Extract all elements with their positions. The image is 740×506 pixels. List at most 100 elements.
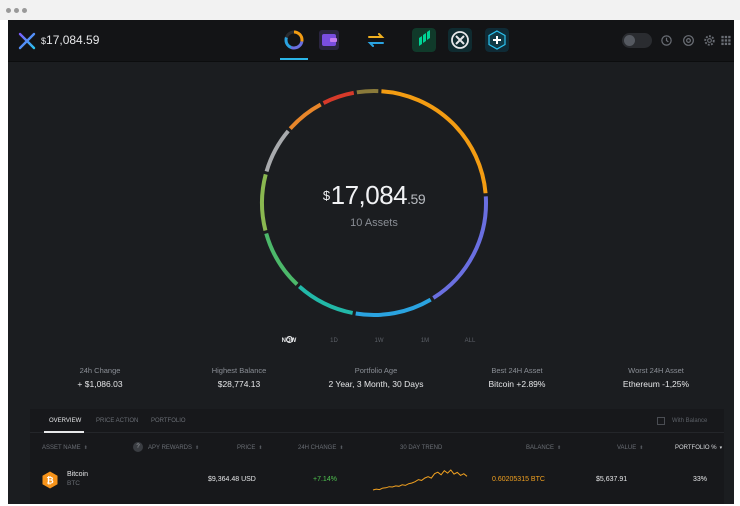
donut-segment-6[interactable] (264, 129, 290, 172)
donut-segment-5[interactable] (260, 173, 268, 231)
range-1w[interactable]: 1W (374, 338, 384, 344)
stat-label: Portfolio Age (354, 366, 398, 375)
tab-overview[interactable]: OVERVIEW (49, 418, 82, 424)
sort-desc-icon: ▾ (719, 445, 723, 451)
stat-label: 24h Change (79, 366, 121, 375)
sort-icon: ⬍ (195, 445, 200, 451)
window-control-dot[interactable] (14, 8, 19, 13)
asset-ticker: BTC (67, 480, 80, 487)
total-amount: 17,084 (330, 180, 408, 210)
donut-segment-9[interactable] (356, 89, 379, 95)
sort-icon: ⬍ (639, 445, 644, 451)
asset-value: $5,637.91 (596, 476, 628, 483)
col-value[interactable]: VALUE ⬍ (617, 445, 643, 451)
table-header: ASSET NAME ⬍ APY REWARDS ⬍ PRICE ⬍ 24H CHAN… (30, 439, 724, 459)
col-label: BALANCE (526, 445, 555, 451)
col-label: ASSET NAME (42, 445, 81, 451)
wallet-icon[interactable] (317, 28, 341, 52)
col-24h-change[interactable]: 24H CHANGE ⬍ (298, 445, 344, 451)
tab-portfolio[interactable]: PORTFOLIO (151, 418, 186, 424)
compound-icon[interactable] (412, 28, 436, 52)
range-1d[interactable]: 1D (330, 338, 338, 344)
stat-value: + $1,086.03 (77, 379, 123, 389)
apy-help-icon[interactable]: ? (133, 442, 143, 452)
asset-balance: 0.60205315 BTC (492, 476, 545, 483)
col-apy-rewards[interactable]: APY REWARDS ⬍ (148, 445, 199, 451)
sort-icon: ⬍ (339, 445, 344, 451)
exchange-arrows-icon[interactable] (364, 28, 388, 52)
asset-count: 10 Assets (350, 217, 398, 229)
col-portfolio-percent[interactable]: PORTFOLIO % ▾ (675, 445, 722, 451)
top-bar: $17,084.59 (8, 20, 734, 62)
asset-price: $9,364.48 USD (208, 476, 256, 483)
stat-value: Ethereum -1,25% (622, 379, 690, 389)
with-balance-label: With Balance (672, 418, 708, 424)
total-balance: $17,084.59 (256, 180, 492, 211)
col-label: PRICE (237, 445, 256, 451)
stat-label: Worst 24H Asset (628, 366, 684, 375)
col-30-day-trend: 30 DAY TREND (400, 445, 443, 451)
portfolio-donut-icon[interactable] (282, 28, 306, 52)
stat-best-asset: Best 24H Asset Bitcoin +2.89% (447, 366, 587, 389)
portfolio-screen: $17,084.59 (8, 20, 734, 504)
donut-segment-7[interactable] (288, 102, 322, 130)
donut-segment-4[interactable] (264, 232, 299, 286)
active-tab-indicator (44, 431, 84, 433)
sort-icon: ⬍ (83, 445, 88, 451)
donut-segment-3[interactable] (298, 284, 354, 315)
svg-text:₿: ₿ (46, 475, 53, 486)
donut-segment-1[interactable] (432, 196, 488, 300)
with-balance-checkbox[interactable] (657, 417, 665, 425)
range-selector-dot[interactable] (286, 336, 293, 343)
table-tabs: OVERVIEW PRICE ACTION PORTFOLIO With Bal… (30, 409, 724, 433)
currency-symbol: $ (41, 36, 47, 46)
stat-24h-change: 24h Change + $1,086.03 (30, 366, 170, 389)
stat-label: Best 24H Asset (491, 366, 543, 375)
donut-segment-0[interactable] (381, 89, 488, 194)
col-price[interactable]: PRICE ⬍ (237, 445, 263, 451)
total-cents: .59 (407, 191, 426, 207)
stat-worst-asset: Worst 24H Asset Ethereum -1,25% (586, 366, 726, 389)
settings-gear-icon[interactable] (703, 34, 716, 47)
donut-segment-8[interactable] (322, 90, 355, 105)
add-app-icon[interactable] (485, 28, 509, 52)
support-icon[interactable] (682, 34, 695, 47)
range-now[interactable]: NOW (281, 338, 297, 344)
bitcoin-coin-icon: ₿ (42, 471, 58, 489)
sort-icon: ⬍ (258, 445, 263, 451)
donut-segment-2[interactable] (355, 297, 432, 317)
portfolio-total: $17,084.59 10 Assets (256, 180, 492, 229)
portfolio-allocation-donut[interactable] (256, 85, 492, 321)
asset-name: Bitcoin (67, 471, 89, 478)
stat-value: 2 Year, 3 Month, 30 Days (328, 379, 424, 389)
asset-24h-change: +7.14% (313, 476, 337, 483)
table-row[interactable]: ₿ Bitcoin BTC $9,364.48 USD +7.14% 0.602… (30, 466, 724, 498)
stat-value: $28,774.13 (217, 379, 261, 389)
history-icon[interactable] (660, 34, 673, 47)
header-balance: $17,084.59 (41, 33, 99, 47)
assets-table: OVERVIEW PRICE ACTION PORTFOLIO With Bal… (30, 409, 724, 504)
col-asset-name[interactable]: ASSET NAME ⬍ (42, 445, 88, 451)
tab-price-action[interactable]: PRICE ACTION (96, 418, 139, 424)
range-all[interactable]: ALL (464, 338, 476, 344)
range-1m[interactable]: 1M (420, 338, 430, 344)
balance-amount: 17,084.59 (46, 33, 100, 47)
grid-apps-icon[interactable] (721, 34, 731, 47)
lock-toggle-icon (624, 35, 635, 46)
lock-toggle[interactable] (622, 33, 652, 48)
x-app-icon[interactable] (448, 28, 472, 52)
sort-icon: ⬍ (557, 445, 562, 451)
col-label: APY REWARDS (148, 445, 193, 451)
30-day-trend-sparkline (372, 469, 468, 491)
window-control-dot[interactable] (22, 8, 27, 13)
col-balance[interactable]: BALANCE ⬍ (526, 445, 561, 451)
stat-value: Bitcoin +2.89% (488, 379, 546, 389)
stat-highest-balance: Highest Balance $28,774.13 (169, 366, 309, 389)
active-nav-indicator (280, 58, 308, 60)
stat-portfolio-age: Portfolio Age 2 Year, 3 Month, 30 Days (306, 366, 446, 389)
window-titlebar (0, 0, 740, 20)
asset-portfolio-percent: 33% (693, 476, 708, 483)
col-label: 24H CHANGE (298, 445, 337, 451)
window-control-dot[interactable] (6, 8, 11, 13)
exodus-logo-icon[interactable] (18, 32, 36, 50)
